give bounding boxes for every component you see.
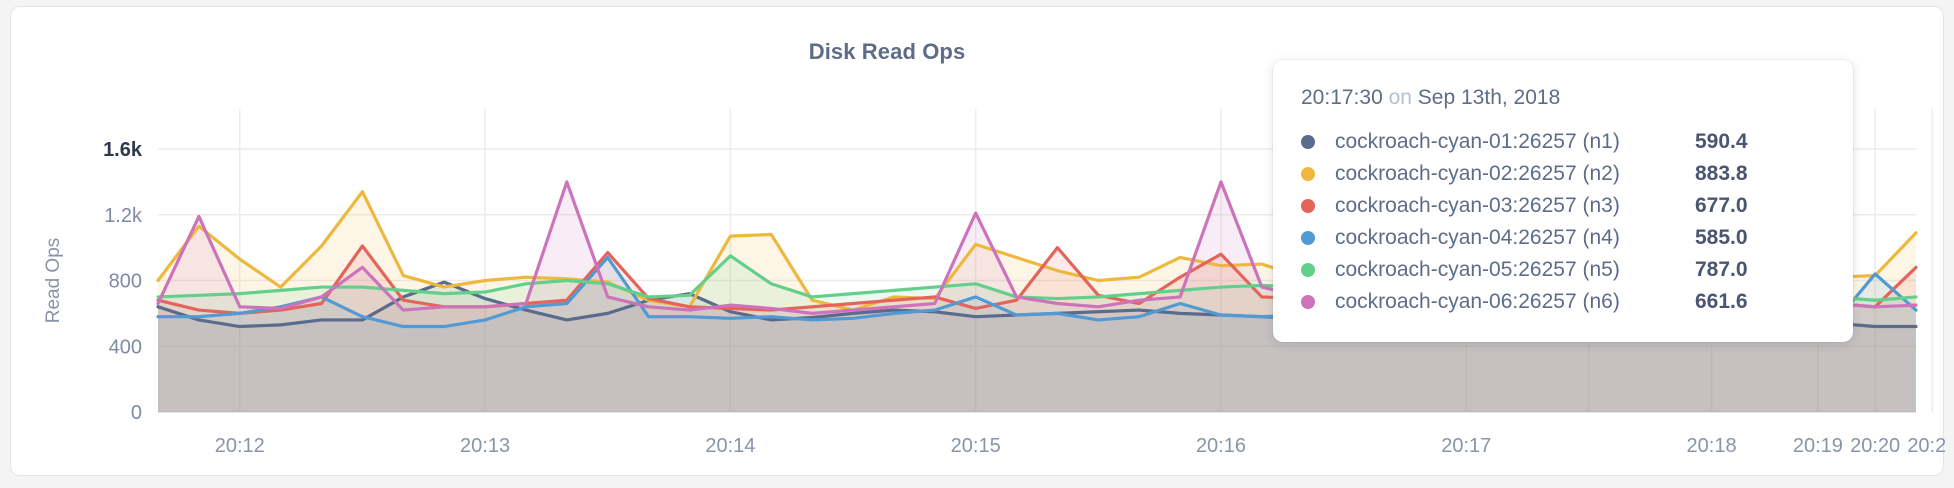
chart-plot-area: 0 400 800 1.2k 1.6k Read Ops 20:12 20:13 20:14 20…	[11, 7, 1945, 477]
tooltip-date: Sep 13th, 2018	[1417, 86, 1561, 109]
y-tick-label: 0	[131, 402, 142, 424]
x-tick-label: 20:18	[1687, 435, 1737, 457]
tooltip-row: cockroach-cyan-05:26257 (n5) 787.0	[1301, 254, 1825, 286]
chart-title-text: Disk Read Ops	[808, 39, 966, 64]
x-tick-label: 20:13	[460, 435, 510, 457]
series-label: cockroach-cyan-05:26257 (n5)	[1335, 258, 1620, 281]
y-tick-label: 1.6k	[103, 139, 143, 161]
y-tick-label: 800	[109, 271, 142, 293]
line-area-chart: 0 400 800 1.2k 1.6k Read Ops 20:12 20:13 20:14 20…	[43, 109, 1945, 457]
series-color-dot	[1301, 135, 1315, 149]
series-value: 661.6	[1695, 290, 1748, 313]
x-tick-label: 20:17	[1441, 435, 1491, 457]
tooltip-on-word: on	[1388, 86, 1412, 109]
series-color-dot	[1301, 231, 1315, 245]
series-color-dot	[1301, 263, 1315, 277]
series-value: 787.0	[1695, 258, 1748, 281]
series-label: cockroach-cyan-02:26257 (n2)	[1335, 162, 1620, 185]
y-tick-label: 1.2k	[104, 205, 143, 227]
chart-title: Disk Read Ops	[11, 39, 1943, 65]
x-tick-label: 20:12	[215, 435, 265, 457]
hover-tooltip: 20:17:30 on Sep 13th, 2018 cockroach-cya…	[1273, 60, 1853, 342]
series-area	[158, 191, 1916, 412]
y-tick-label: 400	[109, 336, 142, 358]
series-label: cockroach-cyan-01:26257 (n1)	[1335, 130, 1620, 153]
chart-card: Disk Read Ops 0 400 800 1.2k 1.6k Read Ops 20:…	[10, 6, 1945, 477]
tooltip-row: cockroach-cyan-03:26257 (n3) 677.0	[1301, 190, 1825, 222]
x-tick-label: 20:20	[1850, 435, 1900, 457]
tooltip-row: cockroach-cyan-04:26257 (n4) 585.0	[1301, 222, 1825, 254]
tooltip-series-list: cockroach-cyan-01:26257 (n1) 590.4 cockroa…	[1301, 126, 1825, 318]
series-value: 585.0	[1695, 226, 1748, 249]
series-area	[158, 245, 1916, 412]
tooltip-time: 20:17:30	[1301, 86, 1383, 109]
series-label: cockroach-cyan-06:26257 (n6)	[1335, 290, 1620, 313]
tooltip-row: cockroach-cyan-02:26257 (n2) 883.8	[1301, 158, 1825, 190]
tooltip-row: cockroach-cyan-01:26257 (n1) 590.4	[1301, 126, 1825, 158]
x-tick-label: 20:19	[1793, 435, 1843, 457]
series-area	[158, 257, 1916, 412]
series-label: cockroach-cyan-03:26257 (n3)	[1335, 194, 1620, 217]
x-tick-label: 20:15	[951, 435, 1001, 457]
tooltip-header: 20:17:30 on Sep 13th, 2018	[1301, 86, 1825, 110]
x-tick-label: 20:21	[1907, 435, 1945, 457]
tooltip-row: cockroach-cyan-06:26257 (n6) 661.6	[1301, 286, 1825, 318]
x-tick-label: 20:16	[1196, 435, 1246, 457]
series-value: 590.4	[1695, 130, 1748, 153]
series-value: 883.8	[1695, 162, 1748, 185]
x-tick-label: 20:14	[705, 435, 755, 457]
series-color-dot	[1301, 295, 1315, 309]
series-color-dot	[1301, 199, 1315, 213]
series-label: cockroach-cyan-04:26257 (n4)	[1335, 226, 1620, 249]
series-color-dot	[1301, 167, 1315, 181]
series-value: 677.0	[1695, 194, 1748, 217]
y-axis-title: Read Ops	[43, 238, 64, 324]
series-area	[158, 181, 1916, 412]
